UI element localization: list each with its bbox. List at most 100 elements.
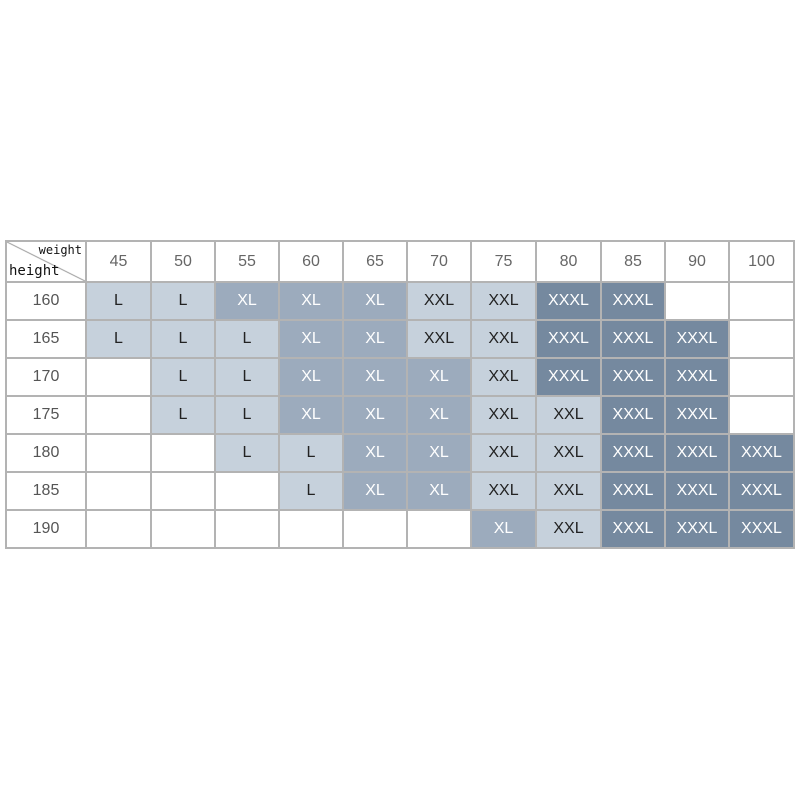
size-cell	[85, 433, 152, 473]
size-cell: XXL	[406, 319, 472, 359]
size-cell: XL	[342, 395, 408, 435]
size-cell: XXXL	[600, 319, 666, 359]
height-header-cell: 185	[5, 471, 87, 511]
size-cell: XXL	[470, 319, 537, 359]
size-cell: XXXL	[600, 471, 666, 511]
size-cell: XXL	[535, 395, 602, 435]
height-header-cell: 190	[5, 509, 87, 549]
weight-header-cell: 85	[600, 240, 666, 283]
size-cell: XL	[406, 357, 472, 397]
size-cell: L	[214, 319, 280, 359]
size-chart-table: weight height 45 50 55 60 65 70 75 80 85 90 100 16…	[5, 240, 795, 549]
table-row: 170 L L XL XL XL XXL XXXL XXXL XXXL	[5, 357, 795, 397]
height-header-cell: 165	[5, 319, 87, 359]
size-cell: XXL	[470, 471, 537, 511]
weight-header-cell: 90	[664, 240, 730, 283]
header-row: weight height 45 50 55 60 65 70 75 80 85 90 100	[5, 240, 795, 283]
size-cell	[728, 395, 795, 435]
size-cell: XXXL	[535, 319, 602, 359]
weight-header-cell: 75	[470, 240, 537, 283]
size-cell: XL	[342, 319, 408, 359]
size-cell: XL	[406, 471, 472, 511]
weight-header-cell: 80	[535, 240, 602, 283]
size-cell	[728, 319, 795, 359]
size-cell	[214, 509, 280, 549]
size-cell: XXXL	[664, 395, 730, 435]
size-cell: XL	[342, 471, 408, 511]
size-cell: L	[85, 319, 152, 359]
height-header-cell: 170	[5, 357, 87, 397]
weight-header-cell: 60	[278, 240, 344, 283]
weight-header-cell: 50	[150, 240, 216, 283]
size-cell: L	[278, 433, 344, 473]
size-cell: XXL	[535, 471, 602, 511]
size-cell: XXXL	[600, 281, 666, 321]
size-cell	[85, 395, 152, 435]
size-cell	[85, 509, 152, 549]
size-cell: XXL	[535, 433, 602, 473]
size-cell: L	[150, 357, 216, 397]
corner-cell: weight height	[5, 240, 87, 283]
size-cell	[728, 281, 795, 321]
weight-header-cell: 100	[728, 240, 795, 283]
size-cell: L	[150, 281, 216, 321]
size-cell	[728, 357, 795, 397]
size-cell: L	[150, 395, 216, 435]
size-cell: L	[214, 357, 280, 397]
size-cell: XXL	[535, 509, 602, 549]
table-row: 175 L L XL XL XL XXL XXL XXXL XXXL	[5, 395, 795, 435]
size-cell: XL	[278, 281, 344, 321]
size-cell: XXXL	[600, 509, 666, 549]
size-cell: XL	[342, 357, 408, 397]
size-cell: XXXL	[664, 319, 730, 359]
size-cell: XXXL	[664, 471, 730, 511]
size-cell: XXXL	[600, 433, 666, 473]
size-cell: XXXL	[728, 471, 795, 511]
size-cell: XL	[278, 319, 344, 359]
table-row: 165 L L L XL XL XXL XXL XXXL XXXL XXXL	[5, 319, 795, 359]
table-row: 185 L XL XL XXL XXL XXXL XXXL XXXL	[5, 471, 795, 511]
size-cell	[150, 433, 216, 473]
size-cell: XL	[342, 433, 408, 473]
size-cell	[85, 471, 152, 511]
size-cell: XL	[278, 357, 344, 397]
weight-header-cell: 65	[342, 240, 408, 283]
size-cell: XXXL	[600, 395, 666, 435]
weight-axis-label: weight	[38, 243, 82, 257]
weight-header-cell: 70	[406, 240, 472, 283]
size-cell: XXXL	[664, 509, 730, 549]
size-cell: XXXL	[535, 357, 602, 397]
weight-header-cell: 45	[85, 240, 152, 283]
size-cell: XXXL	[664, 357, 730, 397]
height-header-cell: 160	[5, 281, 87, 321]
size-cell	[150, 509, 216, 549]
size-cell	[342, 509, 408, 549]
size-cell: L	[214, 433, 280, 473]
height-axis-label: height	[9, 263, 60, 279]
size-cell: XXXL	[664, 433, 730, 473]
size-cell: XXXL	[728, 509, 795, 549]
size-cell: L	[150, 319, 216, 359]
height-header-cell: 180	[5, 433, 87, 473]
size-cell: XL	[214, 281, 280, 321]
table-row: 190 XL XXL XXXL XXXL XXXL	[5, 509, 795, 549]
size-cell: XL	[406, 395, 472, 435]
size-cell	[664, 281, 730, 321]
size-cell: XL	[470, 509, 537, 549]
height-header-cell: 175	[5, 395, 87, 435]
size-cell	[150, 471, 216, 511]
size-cell: L	[85, 281, 152, 321]
size-cell	[278, 509, 344, 549]
size-cell	[406, 509, 472, 549]
size-cell: L	[278, 471, 344, 511]
size-cell	[214, 471, 280, 511]
size-cell: XL	[278, 395, 344, 435]
size-cell: XL	[406, 433, 472, 473]
table-row: 180 L L XL XL XXL XXL XXXL XXXL XXXL	[5, 433, 795, 473]
size-cell: L	[214, 395, 280, 435]
size-cell: XXL	[406, 281, 472, 321]
size-cell: XXXL	[535, 281, 602, 321]
size-cell: XXXL	[600, 357, 666, 397]
size-cell: XXL	[470, 395, 537, 435]
size-cell: XXL	[470, 281, 537, 321]
